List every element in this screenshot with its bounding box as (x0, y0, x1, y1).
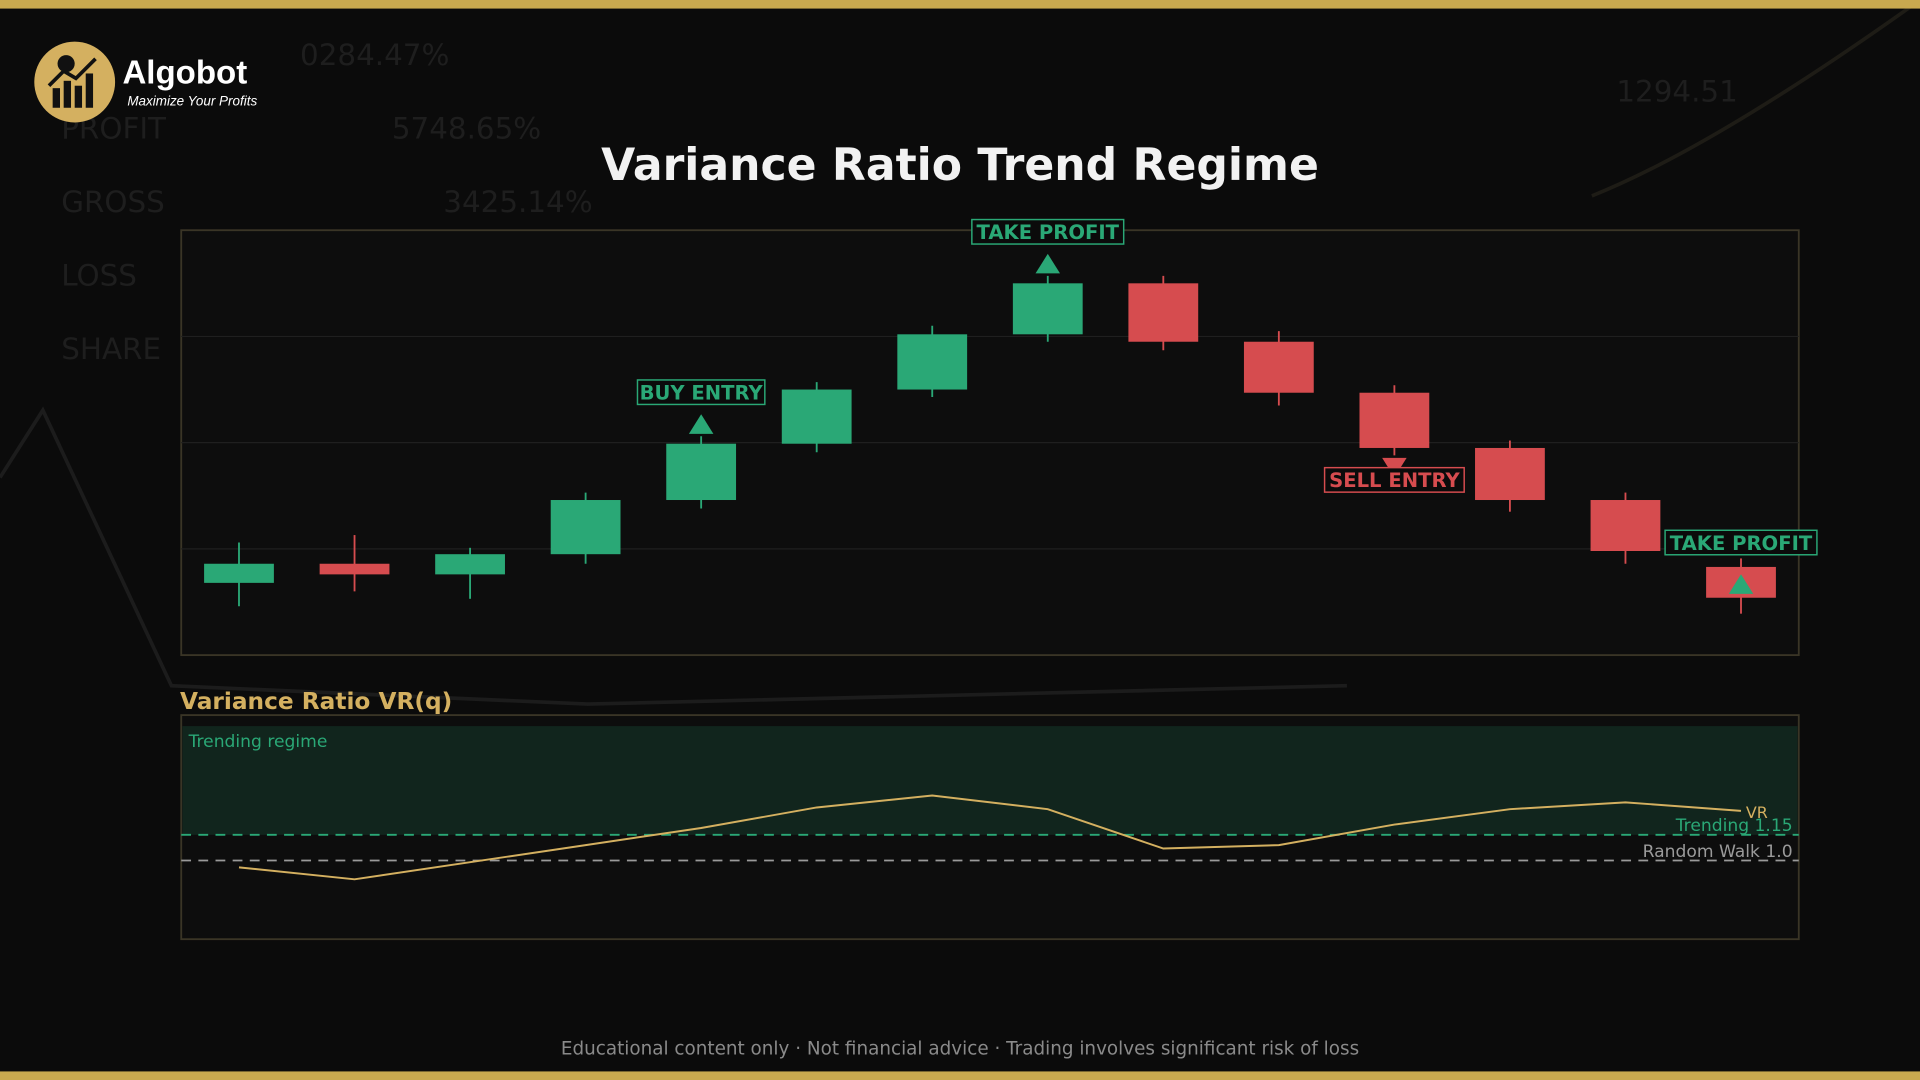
subchart-title: Variance Ratio VR(q) (180, 688, 452, 715)
bg-text: 3425.14% (443, 185, 592, 219)
candle-body (666, 443, 737, 501)
bottom-bar (0, 1071, 1920, 1080)
trending-region (182, 726, 1798, 835)
annotation-label: TAKE PROFIT (1670, 532, 1813, 555)
logo-circle (34, 41, 116, 123)
annotation-box (1323, 466, 1465, 493)
bg-text: 5748.65% (392, 111, 541, 145)
annotation-label: SELL ENTRY (1329, 469, 1460, 492)
candle-body (1243, 341, 1314, 393)
candle-body (781, 389, 852, 444)
bg-text: GROSS (61, 185, 165, 219)
logo-icon (57, 55, 75, 73)
series-label: VR (1746, 803, 1768, 822)
chart-title: Variance Ratio Trend Regime (601, 140, 1319, 191)
signal-arrow (688, 414, 714, 434)
bg-decor (1591, 0, 1920, 198)
bg-text: 1294.51 (1616, 75, 1737, 109)
logo-icon (52, 88, 60, 108)
annotation-box (636, 379, 766, 406)
logo: Algobot Maximize Your Profits (34, 41, 257, 123)
signal-arrow (1728, 574, 1754, 594)
signal-arrow (1035, 253, 1061, 274)
logo-icon (74, 85, 83, 108)
logo-icon (85, 73, 94, 108)
candle-body (1359, 392, 1430, 448)
vr-line (238, 794, 1742, 881)
brand-tagline: Maximize Your Profits (127, 93, 257, 108)
annotation-label: BUY ENTRY (640, 382, 764, 405)
candle-body (1475, 447, 1545, 501)
annotation-box (971, 218, 1125, 245)
bg-text: SHARE (61, 332, 161, 366)
annotation-box (1664, 529, 1818, 556)
candle-body (1012, 283, 1083, 335)
candle-body (1590, 500, 1661, 552)
reference-label: Random Walk 1.0 (1643, 842, 1793, 862)
region-label: Trending regime (188, 732, 328, 752)
bg-text: LOSS (61, 258, 137, 292)
candle-body (435, 554, 505, 575)
logo-icon (47, 57, 97, 88)
candle-body (897, 334, 968, 390)
candle-body (204, 563, 274, 583)
top-bar (0, 0, 1920, 9)
background-texts: 0284.47%PROFIT 5748.65%GROSS 3425.14%LOSSS… (61, 38, 1738, 366)
annotation-label: TAKE PROFIT (977, 221, 1120, 244)
footer: Educational content only · Not financial… (561, 1038, 1359, 1059)
bg-text: 0284.47% (300, 38, 449, 72)
candle-body (319, 563, 390, 575)
candle-body (1128, 283, 1199, 342)
candle-body (550, 500, 621, 555)
plot: BUY ENTRY TAKE PROFIT SELL ENTRY TAKE PROFI… (181, 218, 1818, 881)
bg-decor (0, 406, 1347, 706)
logo-icon (63, 80, 72, 108)
brand-name: Algobot (122, 54, 247, 91)
reference-label: Trending 1.15 (1675, 816, 1793, 836)
